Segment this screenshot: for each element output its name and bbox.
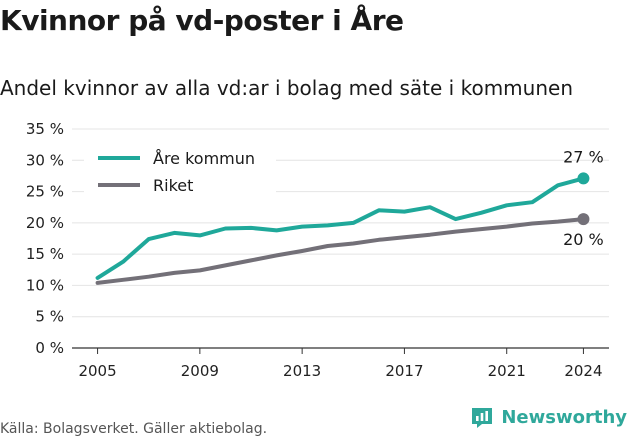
x-tick-label: 2005 <box>78 362 116 380</box>
x-tick-label: 2024 <box>564 362 602 380</box>
x-tick-label: 2017 <box>385 362 423 380</box>
chart-subtitle: Andel kvinnor av alla vd:ar i bolag med … <box>0 76 573 100</box>
source-note: Källa: Bolagsverket. Gäller aktiebolag. <box>0 421 268 437</box>
end-value-label: 20 % <box>563 230 604 249</box>
chart-title: Kvinnor på vd-poster i Åre <box>0 4 404 37</box>
y-tick-label: 20 % <box>26 214 64 232</box>
end-point-marker <box>577 213 590 226</box>
y-tick-label: 35 % <box>26 120 64 138</box>
newsworthy-logo: Newsworthy <box>470 405 627 429</box>
x-tick-label: 2013 <box>283 362 321 380</box>
series-line <box>95 217 586 285</box>
end-value-label: 27 % <box>563 147 604 166</box>
y-tick-label: 5 % <box>35 308 64 326</box>
series-line <box>95 176 586 280</box>
legend-label: Riket <box>153 176 193 195</box>
legend-label: Åre kommun <box>153 149 255 168</box>
legend: Åre kommun Riket <box>84 145 276 195</box>
end-point-marker <box>577 172 590 185</box>
x-axis-ticks: 2005 2009 2013 2017 2021 2024 <box>78 348 603 380</box>
y-tick-label: 30 % <box>26 151 64 169</box>
x-tick-label: 2021 <box>488 362 526 380</box>
y-tick-label: 10 % <box>26 276 64 294</box>
end-labels: 27 % 20 % <box>563 147 604 249</box>
y-tick-label: 25 % <box>26 183 64 201</box>
y-tick-label: 0 % <box>35 339 64 357</box>
y-tick-label: 15 % <box>26 245 64 263</box>
y-axis-ticks: 0 % 5 % 10 % 15 % 20 % 25 % 30 % 35 % <box>26 120 64 357</box>
series-layer <box>95 172 590 285</box>
newsworthy-logo-icon <box>472 408 493 428</box>
brand-name: Newsworthy <box>501 406 627 428</box>
x-tick-label: 2009 <box>181 362 219 380</box>
